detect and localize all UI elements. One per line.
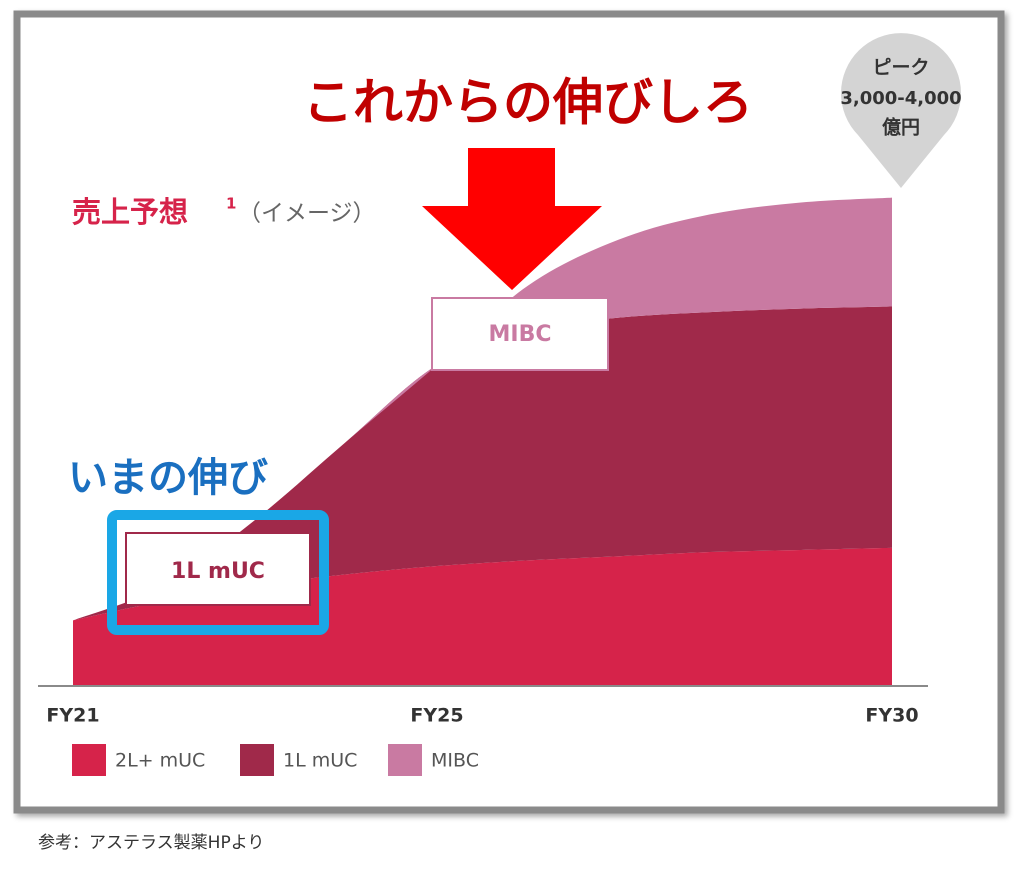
area-label: 1L mUC — [171, 559, 265, 584]
legend: 2L+ mUC 1L mUC MIBC — [72, 744, 479, 776]
chart-subtitle: （イメージ） — [238, 201, 376, 227]
x-axis: FY21 FY25 FY30 — [46, 705, 918, 727]
peak-range: 3,000-4,000 — [840, 88, 961, 109]
arrow — [422, 148, 602, 290]
x-tick-label: FY30 — [865, 705, 918, 727]
area — [73, 197, 892, 621]
title-note: 1 — [226, 195, 236, 213]
peak-pin — [841, 33, 962, 188]
legend-label: 2L+ mUC — [115, 750, 205, 772]
legend-swatch — [388, 744, 422, 776]
current-growth-label: いまの伸び — [68, 455, 268, 501]
legend-label: MIBC — [431, 750, 479, 772]
chart-title: 売上予想 — [72, 195, 188, 229]
highlight-box — [107, 510, 329, 635]
legend-swatch — [72, 744, 106, 776]
peak-title: ピーク — [872, 57, 929, 79]
x-tick-label: FY21 — [46, 705, 99, 727]
peak-unit: 億円 — [882, 116, 920, 139]
label-box — [125, 532, 311, 606]
legend-swatch — [240, 744, 274, 776]
label-box — [431, 297, 609, 371]
future-growth-label: これからの伸びしろ — [303, 74, 753, 132]
area-label: MIBC — [489, 322, 552, 347]
x-tick-label: FY25 — [410, 705, 463, 727]
source-note: 参考：アステラス製薬HPより — [38, 833, 264, 853]
legend-label: 1L mUC — [283, 750, 357, 772]
